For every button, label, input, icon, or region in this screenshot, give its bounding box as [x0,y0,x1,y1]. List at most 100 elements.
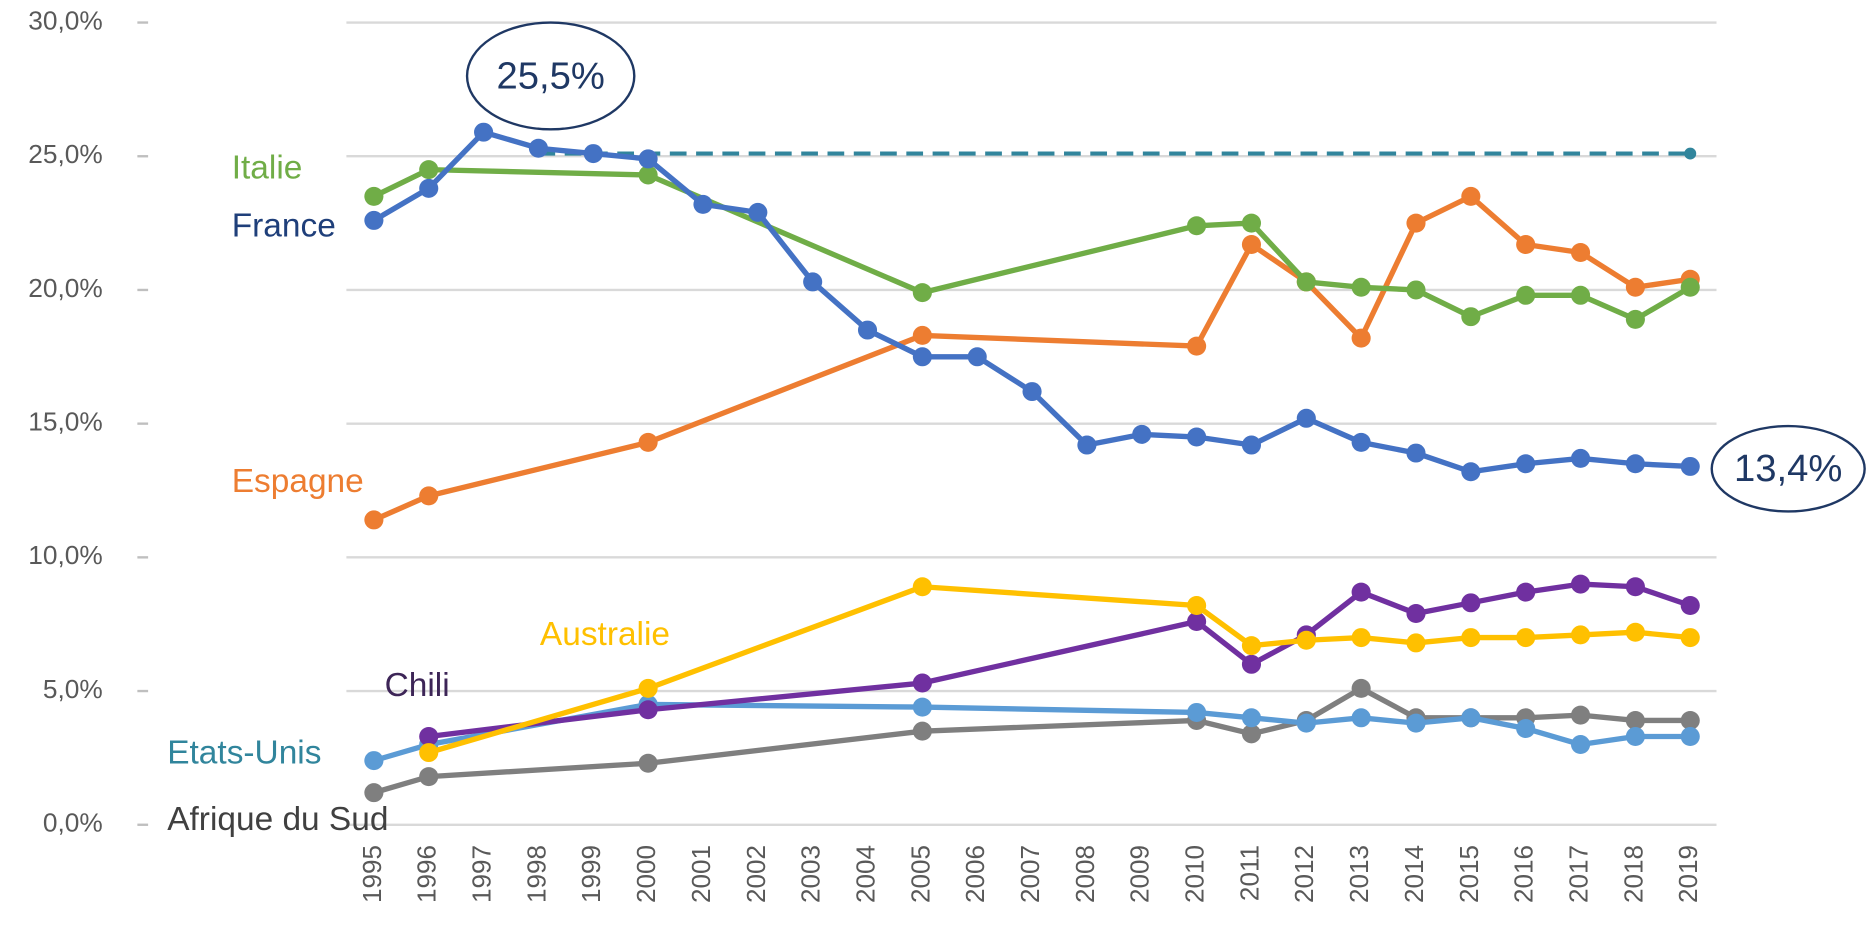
data-point [1570,705,1591,725]
data-point [748,202,768,222]
data-point [1406,443,1426,463]
x-tick-label: 2011 [1234,845,1264,901]
series-label: Etats-Unis [167,735,321,772]
data-point [364,186,384,206]
data-point [1187,612,1207,632]
data-point [1516,234,1536,254]
series-label: Australie [540,616,670,653]
data-point [1516,718,1536,738]
data-point [1187,336,1207,356]
data-point [1680,595,1700,615]
data-point [638,149,658,169]
data-point [1351,678,1371,698]
y-tick-label: 10,0% [28,540,103,570]
data-point [1516,454,1536,474]
data-point [1461,186,1481,206]
data-point [638,165,658,185]
data-point [1570,285,1591,305]
annotation: 25,5% [497,55,605,97]
x-tick-label: 2007 [1015,845,1045,903]
data-point [474,122,494,142]
data-point [1187,702,1207,722]
data-point [1241,435,1262,455]
data-point [912,283,932,303]
data-point [1022,382,1042,402]
data-point [1351,628,1371,648]
data-point [364,210,384,230]
data-point [1241,636,1262,656]
x-tick-label: 2005 [905,845,935,903]
data-point [1461,307,1481,327]
data-point [857,320,878,340]
x-tick-label: 2012 [1289,845,1319,903]
x-tick-label: 2001 [686,845,716,903]
x-tick-label: 1999 [576,845,606,903]
reference-end [1684,147,1697,160]
data-point [1406,213,1426,233]
data-point [1077,435,1097,455]
data-point [1461,593,1481,613]
x-tick-label: 2008 [1070,845,1100,903]
data-point [803,272,823,292]
data-point [912,673,932,693]
data-point [1625,710,1645,730]
data-point [1680,628,1700,648]
data-point [364,751,384,771]
y-tick-label: 25,0% [28,139,103,169]
data-point [638,753,658,773]
annotation-ellipse [465,21,636,131]
series-label: Afrique du Sud [167,801,388,838]
data-point [1406,713,1426,733]
data-point [1516,582,1536,602]
data-point [1461,708,1481,728]
x-tick-label: 2015 [1454,845,1484,903]
x-tick-label: 2013 [1344,845,1374,903]
data-point [638,678,658,698]
data-point [419,767,439,787]
data-point [1461,628,1481,648]
data-point [1351,328,1371,348]
y-tick-label: 15,0% [28,407,103,437]
data-point [1406,633,1426,653]
y-tick-label: 30,0% [28,6,103,36]
data-point [638,432,658,452]
x-tick-label: 1996 [412,845,442,903]
series-label: Espagne [232,463,364,500]
data-point [1351,432,1371,452]
data-point [1241,213,1262,233]
series-line [372,166,1692,323]
data-point [1351,277,1371,297]
data-point [912,325,932,345]
data-point [528,138,548,158]
x-tick-label: 2009 [1125,845,1155,903]
x-tick-label: 2003 [796,845,826,903]
x-tick-label: 2004 [850,845,880,903]
data-point [638,700,658,720]
data-point [1241,724,1262,744]
data-point [1241,708,1262,728]
data-point [1461,462,1481,482]
data-point [1241,654,1262,674]
x-tick-label: 2000 [631,845,661,903]
x-tick-label: 2019 [1673,845,1703,903]
data-point [912,347,932,367]
data-point [1296,713,1316,733]
x-tick-label: 2017 [1563,845,1593,903]
series-line [372,193,1691,523]
data-point [1570,243,1591,263]
data-point [912,721,932,741]
data-point [1625,622,1645,642]
data-point [1625,727,1645,747]
x-tick-label: 2006 [960,845,990,903]
data-point [1625,309,1645,329]
annotation: 13,4% [1734,448,1842,490]
data-point [1516,628,1536,648]
data-point [419,178,439,198]
data-point [1296,272,1316,292]
x-tick-label: 2014 [1399,845,1429,903]
data-point [1406,280,1426,300]
x-tick-label: 2016 [1509,845,1539,903]
data-point [1187,595,1207,615]
data-point [1625,454,1645,474]
